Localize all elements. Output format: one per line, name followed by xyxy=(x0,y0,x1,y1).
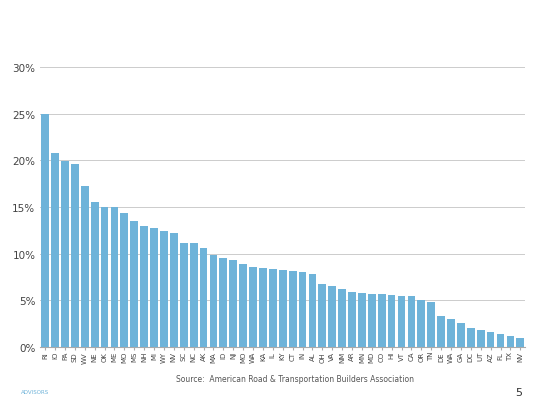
Bar xyxy=(81,186,88,347)
Bar xyxy=(418,300,425,347)
Bar xyxy=(140,226,148,347)
Bar xyxy=(487,332,495,347)
Bar xyxy=(180,244,188,347)
Bar xyxy=(269,269,277,347)
Bar xyxy=(299,273,307,347)
Bar xyxy=(219,259,227,347)
Bar xyxy=(457,324,465,347)
Bar xyxy=(259,268,267,347)
Bar xyxy=(507,336,514,347)
Text: L&S: L&S xyxy=(23,373,47,383)
Text: 2016: 2016 xyxy=(248,39,288,54)
Bar xyxy=(467,328,475,347)
Bar xyxy=(170,233,178,347)
Bar xyxy=(368,294,376,347)
Bar xyxy=(437,316,445,347)
Bar xyxy=(427,302,435,347)
Bar xyxy=(190,244,197,347)
Bar xyxy=(378,294,385,347)
Bar xyxy=(358,293,366,347)
Bar xyxy=(279,271,287,347)
Bar xyxy=(329,286,336,347)
Bar xyxy=(517,338,524,347)
Bar xyxy=(477,330,485,347)
Bar xyxy=(150,228,158,347)
Text: 5: 5 xyxy=(516,387,523,397)
Bar xyxy=(101,208,108,347)
Text: PERCENT OF STRUCTURALLY DEFICIENT BRIDGES: PERCENT OF STRUCTURALLY DEFICIENT BRIDGE… xyxy=(66,14,470,29)
Bar xyxy=(249,267,257,347)
Bar xyxy=(318,285,326,347)
Text: Source:  American Road & Transportation Builders Association: Source: American Road & Transportation B… xyxy=(176,374,414,383)
Bar xyxy=(61,162,69,347)
Bar xyxy=(210,255,217,347)
Bar xyxy=(200,248,207,347)
Bar xyxy=(289,271,296,347)
Bar xyxy=(41,115,49,347)
Bar xyxy=(229,261,237,347)
Bar xyxy=(338,289,346,347)
Bar xyxy=(71,165,79,347)
Bar xyxy=(239,264,247,347)
Bar xyxy=(51,154,59,347)
Text: ADVISORS: ADVISORS xyxy=(21,389,49,394)
Bar xyxy=(110,208,118,347)
Bar xyxy=(398,296,405,347)
Bar xyxy=(91,203,99,347)
Bar xyxy=(447,319,455,347)
Bar xyxy=(309,274,316,347)
Bar xyxy=(407,297,415,347)
Bar xyxy=(348,292,356,347)
Bar xyxy=(130,221,138,347)
Bar xyxy=(160,232,168,347)
Bar xyxy=(388,295,396,347)
Bar xyxy=(497,334,504,347)
Bar xyxy=(121,213,128,347)
